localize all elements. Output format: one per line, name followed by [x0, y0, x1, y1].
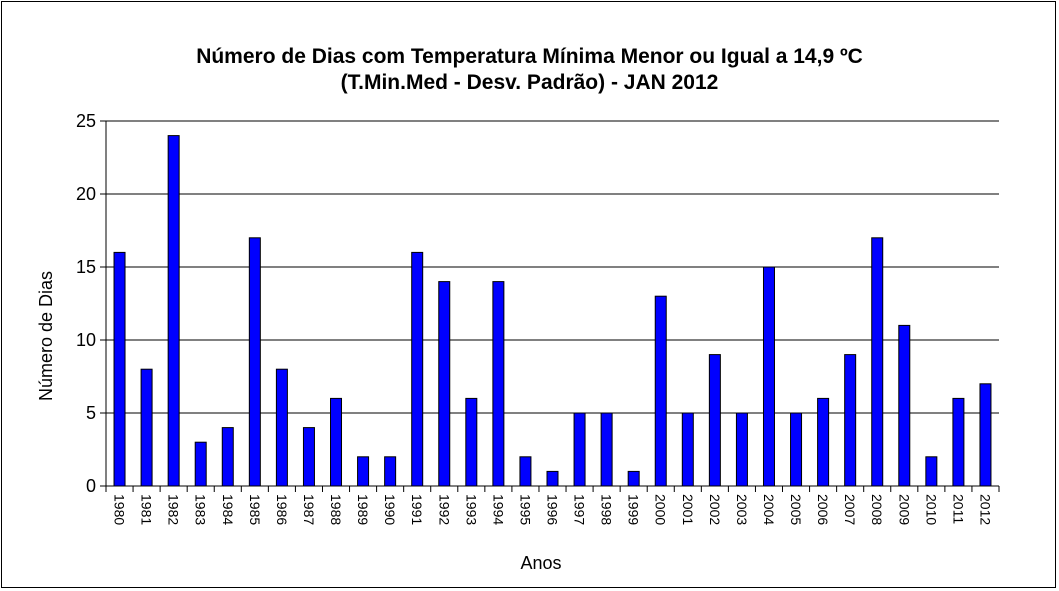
x-tick-label: 1986 — [274, 494, 290, 525]
bar-1994 — [492, 281, 505, 487]
bar-2006 — [817, 397, 830, 487]
x-tick-label: 2007 — [842, 494, 858, 525]
bar-1999 — [627, 470, 640, 487]
x-tick-label: 2002 — [707, 494, 723, 525]
bar-2005 — [790, 412, 803, 487]
x-tick-label: 1998 — [599, 494, 615, 525]
bar-1980 — [113, 251, 126, 487]
x-tick-label: 1980 — [112, 494, 128, 525]
bar-2004 — [762, 266, 775, 487]
x-tick-label: 1990 — [382, 494, 398, 525]
bar-2002 — [708, 354, 721, 487]
x-tick-label: 1982 — [166, 494, 182, 525]
x-tick-label: 2011 — [950, 494, 966, 524]
bar-1983 — [194, 441, 207, 487]
bar-2003 — [735, 412, 748, 487]
bar-2011 — [952, 397, 965, 487]
bar-1985 — [248, 237, 261, 487]
x-tick-label: 1985 — [247, 494, 263, 525]
x-tick-label: 1997 — [572, 494, 588, 525]
bar-1987 — [302, 427, 315, 487]
bar-1991 — [411, 251, 424, 487]
x-tick-label: 1988 — [328, 494, 344, 525]
x-tick-label: 1989 — [355, 494, 371, 525]
x-tick-label: 2004 — [761, 494, 777, 525]
bar-1998 — [600, 412, 613, 487]
y-tick-label: 15 — [76, 257, 96, 277]
bar-2012 — [979, 383, 992, 487]
bar-2001 — [681, 412, 694, 487]
bar-1990 — [384, 456, 397, 487]
x-tick-label: 2006 — [815, 494, 831, 525]
bar-2008 — [871, 237, 884, 487]
chart-title: Número de Dias com Temperatura Mínima Me… — [196, 45, 863, 68]
x-tick-label: 2012 — [977, 494, 993, 525]
bar-1992 — [438, 281, 451, 487]
x-tick-label: 2000 — [653, 494, 669, 525]
x-axis-label: Anos — [520, 553, 561, 573]
x-tick-label: 1991 — [409, 494, 425, 525]
x-tick-label: 2010 — [923, 494, 939, 525]
y-tick-label: 25 — [76, 111, 96, 131]
bar-1993 — [465, 397, 478, 487]
y-tick-label: 10 — [76, 330, 96, 350]
x-tick-label: 1987 — [301, 494, 317, 525]
bar-2009 — [898, 324, 911, 487]
bar-1997 — [573, 412, 586, 487]
x-tick-label: 1999 — [626, 494, 642, 525]
x-tick-label: 1993 — [463, 494, 479, 525]
x-tick-label: 2009 — [896, 494, 912, 525]
y-tick-label: 5 — [86, 403, 96, 423]
x-tick-label: 2005 — [788, 494, 804, 525]
x-tick-label: 2001 — [680, 494, 696, 525]
x-tick-label: 1992 — [436, 494, 452, 525]
bar-2000 — [654, 295, 667, 487]
bar-2010 — [925, 456, 938, 487]
bar-1982 — [167, 135, 180, 487]
bar-1988 — [330, 397, 343, 487]
bar-1989 — [357, 456, 370, 487]
x-tick-label: 2003 — [734, 494, 750, 525]
x-tick-label: 2008 — [869, 494, 885, 525]
y-axis-label: Número de Dias — [36, 271, 56, 401]
y-tick-label: 20 — [76, 184, 96, 204]
x-tick-label: 1995 — [517, 494, 533, 525]
y-tick-label: 0 — [86, 476, 96, 496]
bar-1981 — [140, 368, 153, 487]
bar-2007 — [844, 354, 857, 487]
x-tick-label: 1983 — [193, 494, 209, 525]
chart-subtitle: (T.Min.Med - Desv. Padrão) - JAN 2012 — [340, 71, 719, 94]
bar-1995 — [519, 456, 532, 487]
x-tick-label: 1984 — [220, 494, 236, 525]
bar-1996 — [546, 470, 559, 487]
bar-1986 — [275, 368, 288, 487]
x-tick-label: 1981 — [139, 494, 155, 525]
x-tick-label: 1994 — [490, 494, 506, 525]
x-tick-label: 1996 — [545, 494, 561, 525]
bar-1984 — [221, 427, 234, 487]
